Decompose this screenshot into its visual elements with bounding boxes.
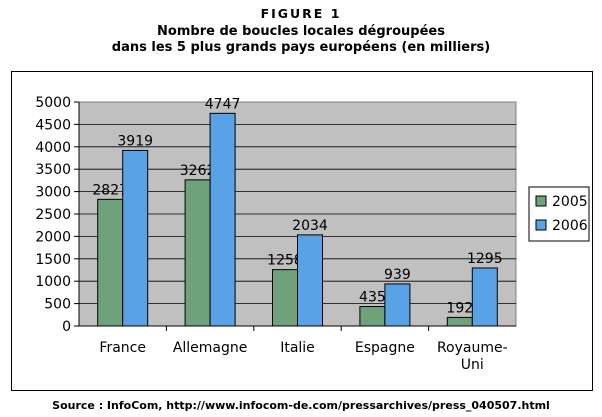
y-tick-label: 5000 <box>35 95 71 111</box>
y-tick-label: 1000 <box>35 274 71 290</box>
y-tick-label: 3500 <box>35 162 71 178</box>
bar <box>359 306 386 327</box>
bar <box>97 198 124 327</box>
data-label: 4747 <box>205 96 241 112</box>
y-tick-label: 4500 <box>35 117 71 133</box>
legend-swatch <box>535 195 547 207</box>
y-tick-label: 2500 <box>35 207 71 223</box>
data-label: 192 <box>446 300 473 316</box>
data-label: 2827 <box>92 182 128 198</box>
y-tick-label: 1500 <box>35 252 71 268</box>
data-label: 2034 <box>292 218 328 234</box>
data-label: 1258 <box>267 253 303 269</box>
bar <box>297 234 323 327</box>
figure-label: FIGURE 1 <box>260 6 342 21</box>
chart-title-line-1: Nombre de boucles locales dégroupées <box>157 24 445 39</box>
y-tick-label: 500 <box>44 297 71 313</box>
bar <box>446 316 473 327</box>
bar <box>209 112 236 327</box>
data-label: 1295 <box>467 251 503 267</box>
y-tick-label: 4000 <box>35 140 71 156</box>
source-note: Source : InfoCom, http://www.infocom-de.… <box>52 399 550 412</box>
chart-container: 0 500 1000 1500 2000 2500 3000 3500 4000 4500 5000… <box>11 71 593 391</box>
x-tick-label: Allemagne <box>173 340 248 356</box>
bar <box>471 267 498 327</box>
y-tick-label: 3000 <box>35 185 71 201</box>
x-tick-label: Royaume- <box>437 340 508 356</box>
y-tick-label: 2000 <box>35 229 71 245</box>
bar <box>184 179 211 327</box>
bar-chart: 0 500 1000 1500 2000 2500 3000 3500 4000 4500 5000… <box>35 95 590 373</box>
legend-swatch <box>535 219 547 231</box>
data-label: 939 <box>384 267 411 283</box>
legend-label: 2005 <box>552 194 588 210</box>
data-label: 3262 <box>180 163 216 179</box>
x-tick-label: Espagne <box>355 340 415 356</box>
chart-title: Nombre de boucles locales dégroupées dan… <box>0 24 602 56</box>
data-label: 3919 <box>117 133 153 149</box>
x-tick-label: Italie <box>280 340 315 356</box>
x-tick-label: France <box>99 340 146 356</box>
bar <box>384 283 411 327</box>
x-tick-label: Uni <box>461 357 484 373</box>
bar <box>122 149 149 327</box>
data-label: 435 <box>359 290 386 306</box>
chart-title-line-2: dans les 5 plus grands pays européens (e… <box>111 40 491 55</box>
bar <box>272 269 298 327</box>
legend-label: 2006 <box>552 218 588 234</box>
y-tick-label: 0 <box>62 319 71 335</box>
